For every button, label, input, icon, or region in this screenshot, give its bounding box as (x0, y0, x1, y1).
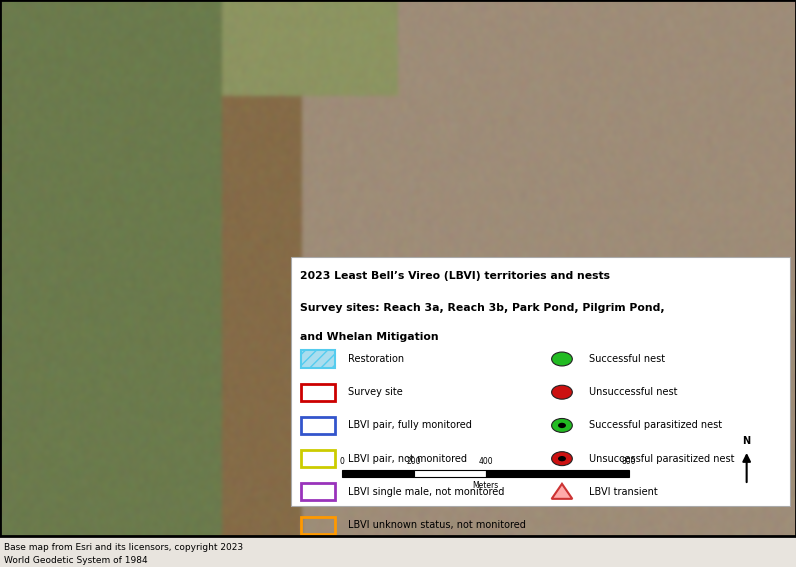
Text: Unsuccessful parasitized nest: Unsuccessful parasitized nest (589, 454, 735, 464)
Text: Unsuccessful nest: Unsuccessful nest (589, 387, 677, 397)
Circle shape (558, 456, 566, 462)
Text: World Geodetic System of 1984: World Geodetic System of 1984 (4, 556, 147, 565)
FancyBboxPatch shape (301, 350, 335, 367)
Text: 800: 800 (622, 457, 636, 466)
Text: Restoration: Restoration (348, 354, 404, 364)
FancyBboxPatch shape (414, 471, 486, 477)
Text: LBVI single male, not monitored: LBVI single male, not monitored (348, 487, 504, 497)
Text: 200: 200 (407, 457, 421, 466)
Text: LBVI pair, not monitored: LBVI pair, not monitored (348, 454, 466, 464)
Text: Base map from Esri and its licensors, copyright 2023: Base map from Esri and its licensors, co… (4, 543, 243, 552)
Text: Successful nest: Successful nest (589, 354, 665, 364)
Text: LBVI transient: LBVI transient (589, 487, 657, 497)
Polygon shape (552, 484, 572, 499)
Text: Survey site: Survey site (348, 387, 403, 397)
Text: 400: 400 (478, 457, 493, 466)
FancyBboxPatch shape (486, 471, 629, 477)
Circle shape (552, 385, 572, 399)
Text: LBVI pair, fully monitored: LBVI pair, fully monitored (348, 421, 472, 430)
Text: and Whelan Mitigation: and Whelan Mitigation (300, 332, 439, 342)
Text: Successful parasitized nest: Successful parasitized nest (589, 421, 722, 430)
Circle shape (552, 452, 572, 466)
FancyBboxPatch shape (342, 471, 414, 477)
Text: 0: 0 (340, 457, 345, 466)
Text: Meters: Meters (473, 481, 498, 490)
Text: N: N (743, 436, 751, 446)
Circle shape (552, 352, 572, 366)
Text: Survey sites: Reach 3a, Reach 3b, Park Pond, Pilgrim Pond,: Survey sites: Reach 3a, Reach 3b, Park P… (300, 303, 665, 313)
Text: 2023 Least Bell’s Vireo (LBVI) territories and nests: 2023 Least Bell’s Vireo (LBVI) territori… (300, 270, 610, 281)
Circle shape (552, 418, 572, 433)
Circle shape (558, 423, 566, 428)
Text: LBVI unknown status, not monitored: LBVI unknown status, not monitored (348, 520, 525, 530)
FancyBboxPatch shape (291, 257, 790, 506)
